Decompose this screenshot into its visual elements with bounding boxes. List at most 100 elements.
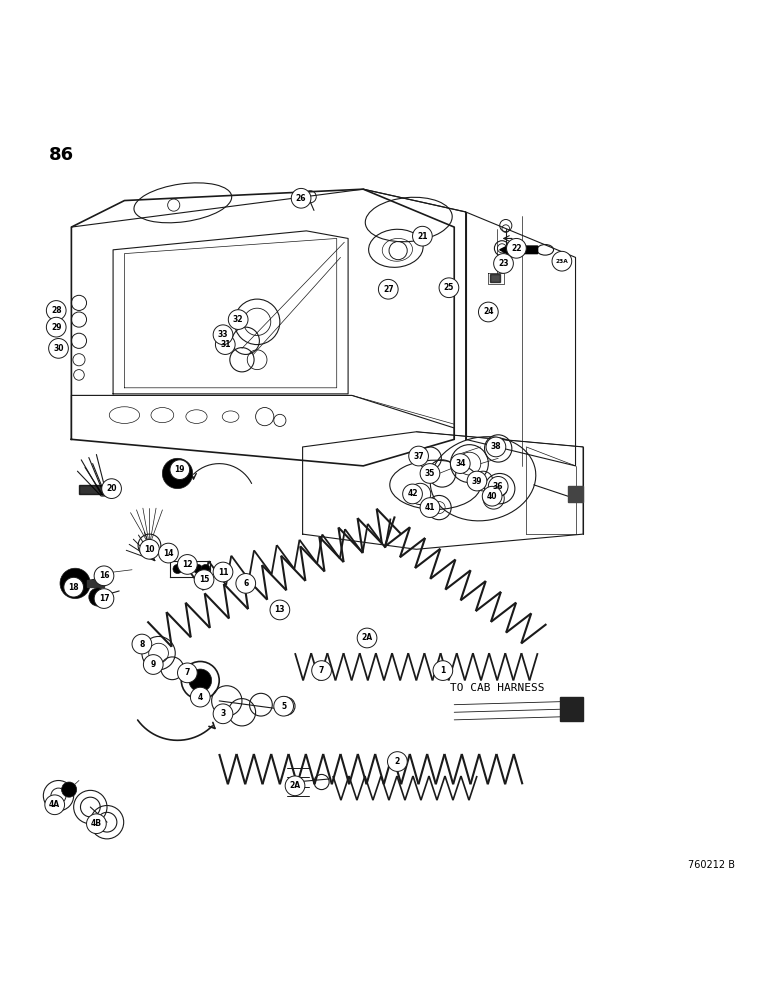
Circle shape (388, 752, 407, 771)
Text: 3: 3 (220, 709, 225, 718)
Circle shape (236, 574, 256, 593)
Circle shape (489, 476, 508, 496)
Text: 17: 17 (99, 594, 110, 603)
Circle shape (46, 317, 66, 337)
Text: 11: 11 (218, 568, 229, 577)
Text: 36: 36 (493, 482, 503, 491)
Circle shape (403, 484, 422, 504)
Circle shape (132, 634, 152, 654)
Text: 40: 40 (487, 492, 497, 501)
Text: 14: 14 (163, 549, 174, 558)
Text: 2A: 2A (361, 633, 373, 642)
Circle shape (213, 704, 233, 724)
Text: 42: 42 (408, 489, 418, 498)
Circle shape (450, 454, 470, 473)
Circle shape (479, 302, 498, 322)
Text: 41: 41 (425, 503, 435, 512)
Circle shape (213, 562, 233, 582)
Circle shape (46, 301, 66, 320)
Circle shape (408, 446, 428, 466)
Text: 8: 8 (139, 640, 144, 649)
Text: 32: 32 (233, 315, 243, 324)
Text: 24: 24 (483, 307, 493, 316)
Polygon shape (79, 485, 117, 494)
Circle shape (173, 564, 182, 574)
Text: 37: 37 (413, 452, 424, 461)
Circle shape (215, 335, 235, 354)
Text: 4A: 4A (49, 800, 60, 809)
Text: 23A: 23A (556, 259, 568, 264)
Text: 23: 23 (498, 259, 509, 268)
Circle shape (64, 577, 83, 597)
Text: 19: 19 (174, 465, 185, 474)
Circle shape (195, 570, 214, 589)
Circle shape (201, 564, 210, 574)
Text: TO CAB HARNESS: TO CAB HARNESS (450, 683, 545, 693)
Text: 86: 86 (49, 146, 74, 164)
Text: 1: 1 (440, 666, 445, 675)
Circle shape (94, 566, 113, 586)
Circle shape (144, 655, 163, 674)
Text: 22: 22 (511, 244, 522, 253)
Circle shape (312, 661, 331, 680)
Text: 4: 4 (198, 693, 203, 702)
Circle shape (378, 279, 398, 299)
Text: 30: 30 (53, 344, 64, 353)
Text: 29: 29 (51, 323, 62, 332)
Text: 31: 31 (220, 340, 231, 349)
Polygon shape (560, 697, 583, 721)
Text: 34: 34 (455, 459, 466, 468)
Circle shape (162, 458, 193, 489)
Circle shape (178, 555, 197, 574)
Text: 15: 15 (199, 575, 209, 584)
Text: 10: 10 (144, 545, 154, 554)
Text: 26: 26 (296, 194, 306, 203)
Circle shape (102, 479, 121, 498)
Circle shape (170, 460, 190, 480)
Circle shape (158, 543, 178, 563)
Circle shape (62, 782, 76, 797)
Circle shape (194, 564, 202, 574)
Circle shape (274, 696, 293, 716)
Text: 39: 39 (472, 477, 482, 486)
Circle shape (552, 251, 572, 271)
Circle shape (189, 669, 212, 692)
Text: 5: 5 (281, 702, 286, 711)
Text: 9: 9 (151, 660, 156, 669)
Circle shape (94, 589, 113, 608)
Text: 760212 B: 760212 B (688, 860, 735, 870)
Text: 20: 20 (107, 484, 117, 493)
Circle shape (357, 628, 377, 648)
Circle shape (89, 588, 107, 606)
Circle shape (486, 437, 506, 457)
Circle shape (492, 481, 507, 496)
Circle shape (285, 776, 305, 796)
Text: 35: 35 (425, 469, 435, 478)
Polygon shape (490, 274, 499, 282)
Circle shape (420, 464, 440, 483)
Text: 27: 27 (383, 285, 394, 294)
Circle shape (291, 188, 311, 208)
Circle shape (482, 486, 502, 506)
Text: 7: 7 (319, 666, 324, 675)
Circle shape (140, 539, 159, 559)
Circle shape (433, 661, 452, 680)
Circle shape (86, 814, 107, 834)
Text: 7: 7 (185, 668, 190, 677)
Polygon shape (568, 486, 583, 502)
Text: 28: 28 (51, 306, 62, 315)
Circle shape (213, 325, 233, 345)
Text: 16: 16 (99, 571, 109, 580)
Text: 21: 21 (417, 232, 428, 241)
Circle shape (506, 238, 527, 258)
Text: 13: 13 (275, 605, 285, 614)
Text: 18: 18 (69, 583, 79, 592)
Text: 33: 33 (218, 330, 229, 339)
Polygon shape (499, 246, 537, 254)
Circle shape (49, 339, 69, 358)
Text: 38: 38 (491, 442, 501, 451)
Circle shape (467, 471, 487, 491)
Circle shape (178, 663, 197, 683)
Circle shape (493, 254, 513, 273)
Text: 4B: 4B (91, 819, 102, 828)
